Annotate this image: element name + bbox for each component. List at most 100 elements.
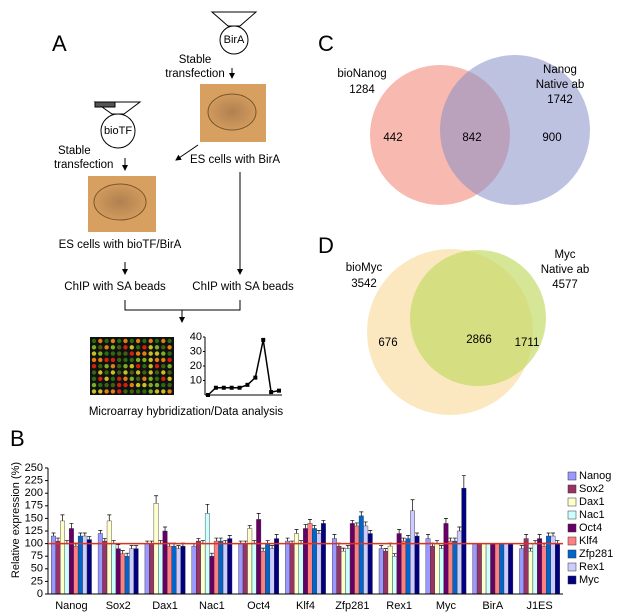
spot	[110, 389, 116, 394]
error-bar	[196, 538, 201, 542]
label: ChIP with SA beads	[64, 281, 166, 293]
bar	[176, 548, 181, 595]
bar	[180, 545, 186, 595]
spot	[104, 389, 109, 394]
y-tick-label: 10	[190, 374, 202, 386]
venn-right	[410, 250, 546, 386]
bar	[555, 543, 560, 595]
spot	[135, 351, 141, 356]
legend-label: Klf4	[579, 535, 598, 547]
error-bar	[528, 547, 533, 552]
spot	[161, 376, 166, 381]
bar	[129, 548, 135, 595]
label: transfection	[165, 68, 224, 80]
spot	[110, 345, 116, 350]
error-bar	[452, 537, 457, 542]
error-bar	[415, 532, 420, 537]
spot	[117, 338, 122, 344]
spot	[117, 382, 122, 388]
spot	[148, 338, 153, 344]
bar	[204, 513, 210, 595]
error-bar	[154, 495, 159, 504]
y-tick-label: 40	[190, 331, 202, 343]
spot	[154, 370, 160, 375]
count: 900	[542, 132, 561, 144]
bar	[167, 545, 172, 595]
error-bar	[87, 536, 92, 540]
bar	[289, 543, 295, 595]
bar	[144, 543, 150, 595]
bira-vector	[210, 11, 258, 55]
error-bar	[134, 545, 139, 549]
spot	[91, 357, 97, 363]
legend-swatch	[567, 549, 577, 559]
bar	[367, 533, 373, 595]
spot	[117, 376, 122, 381]
x-tick-label: Nac1	[199, 600, 225, 612]
spot	[104, 351, 109, 356]
bar	[414, 535, 420, 595]
bar	[392, 556, 398, 595]
spot	[148, 351, 153, 356]
point	[269, 390, 274, 395]
error-bar	[397, 529, 402, 534]
legend-swatch	[567, 510, 577, 520]
spot	[154, 376, 160, 381]
bar	[171, 545, 177, 595]
spot	[167, 351, 172, 356]
bar	[472, 543, 478, 595]
spot	[110, 376, 116, 381]
spot	[117, 370, 122, 375]
x-tick-label: Sox2	[106, 600, 131, 612]
spot	[154, 338, 160, 344]
spot	[161, 351, 166, 356]
spot	[123, 357, 128, 363]
spot	[142, 345, 147, 350]
spot	[142, 357, 147, 363]
bar	[349, 523, 355, 595]
bar	[242, 543, 248, 595]
error-bar	[519, 545, 524, 549]
bar	[274, 538, 280, 595]
legend-label: Zfp281	[579, 548, 613, 560]
bar	[434, 543, 440, 595]
x-tick-label: Nanog	[55, 600, 87, 612]
error-bar	[439, 545, 444, 549]
error-bar	[176, 545, 181, 549]
spot	[135, 364, 141, 369]
spot	[167, 338, 172, 344]
error-bar	[227, 535, 232, 539]
legend-swatch	[567, 484, 577, 494]
spot	[91, 376, 97, 381]
spot	[98, 370, 103, 375]
spot	[135, 382, 141, 388]
bar	[354, 525, 360, 595]
bar	[550, 535, 556, 595]
bar	[285, 540, 291, 595]
spot	[98, 364, 103, 369]
y-tick-label: 200	[25, 487, 43, 499]
panel-letter: B	[10, 426, 25, 451]
legend-label: Myc	[579, 574, 600, 586]
error-bar	[261, 547, 266, 552]
spot	[129, 364, 134, 369]
bar	[86, 539, 92, 595]
bar	[363, 525, 369, 595]
label: ES cells with bioTF/BirA	[59, 239, 182, 251]
spot	[104, 338, 109, 344]
bracket	[124, 300, 241, 322]
error-bar	[537, 534, 542, 539]
error-bar	[205, 503, 210, 514]
label: ES cells with BirA	[190, 154, 280, 166]
spot	[91, 389, 97, 394]
y-tick-label: 175	[25, 500, 43, 512]
y-tick-label: 250	[25, 462, 43, 474]
cell-colony	[93, 183, 147, 221]
error-bar	[379, 545, 384, 549]
error-bar	[218, 537, 223, 542]
spot	[91, 370, 97, 375]
bar	[490, 543, 496, 595]
bar	[238, 543, 244, 595]
label: BirA	[224, 34, 245, 46]
label: 1284	[349, 84, 375, 96]
